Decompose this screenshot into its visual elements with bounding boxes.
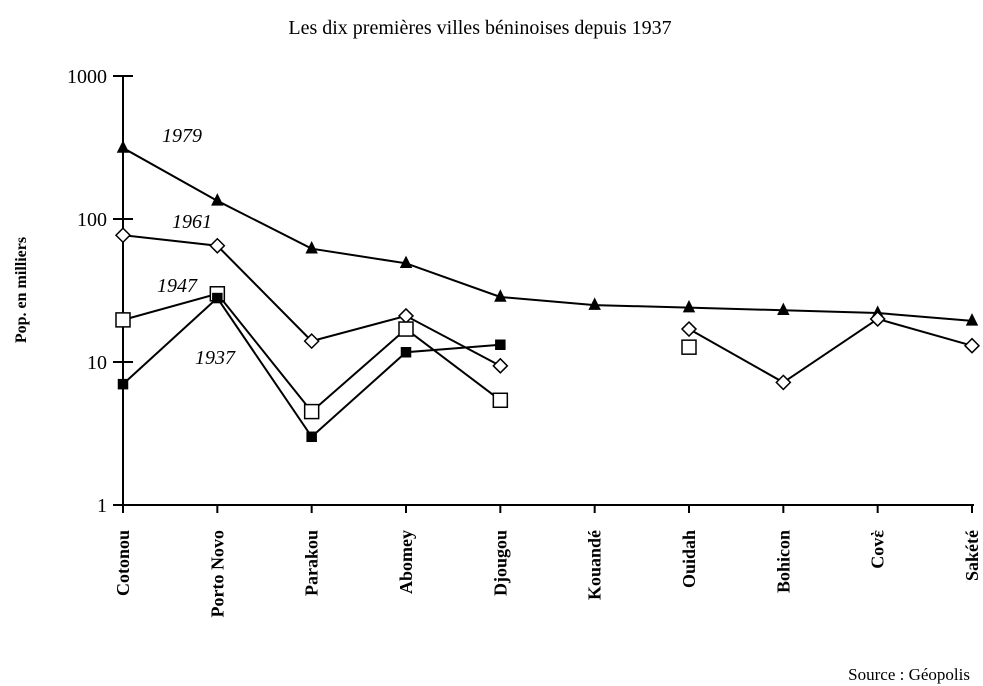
series-label: 1979 [162, 125, 202, 147]
marker [965, 313, 979, 326]
marker [115, 312, 131, 328]
series-label: 1937 [195, 347, 236, 369]
series-line [688, 317, 973, 384]
series-label: 1947 [157, 275, 198, 297]
y-tick-label: 1 [97, 495, 107, 517]
x-tick-label: Kouandé [585, 530, 605, 600]
marker [303, 403, 320, 420]
x-tick-label: Ouidah [679, 530, 699, 588]
marker [492, 357, 509, 374]
source: Source : Géopolis [848, 665, 970, 684]
marker [209, 237, 226, 254]
marker [492, 392, 509, 409]
marker [588, 297, 601, 310]
marker [212, 292, 223, 304]
x-tick-label: Abomey [396, 530, 416, 594]
chart-title: Les dix premières villes béninoises depu… [288, 17, 671, 39]
x-tick-label: Djougou [490, 530, 510, 596]
marker [777, 302, 790, 316]
marker [398, 321, 414, 337]
series-line [122, 147, 973, 322]
y-tick-label: 10 [87, 352, 107, 374]
marker [963, 337, 981, 354]
marker [305, 241, 318, 254]
marker [303, 333, 320, 350]
marker [400, 346, 412, 358]
marker [114, 227, 132, 244]
marker [681, 339, 697, 355]
y-axis-label: Pop. en milliers [13, 237, 30, 343]
x-tick-label: Covὲ [868, 530, 888, 569]
marker [117, 378, 129, 390]
marker [116, 140, 130, 153]
marker [306, 431, 317, 443]
marker [399, 255, 413, 269]
marker [495, 339, 506, 351]
marker [680, 320, 698, 338]
marker [494, 289, 507, 302]
marker [775, 374, 792, 391]
x-tick-label: Cotonou [113, 530, 133, 596]
marker [869, 310, 886, 328]
marker [211, 193, 224, 206]
x-tick-label: Porto Novo [207, 530, 227, 617]
series-line [122, 292, 501, 414]
x-tick-label: Sakété [962, 530, 982, 581]
marker [397, 307, 415, 324]
x-tick-label: Parakou [302, 530, 322, 596]
x-tick-label: Bohicon [773, 530, 793, 593]
y-tick-label: 1000 [67, 66, 107, 88]
series-label: 1961 [172, 211, 212, 233]
y-tick-label: 100 [77, 209, 107, 231]
marker [682, 299, 696, 313]
